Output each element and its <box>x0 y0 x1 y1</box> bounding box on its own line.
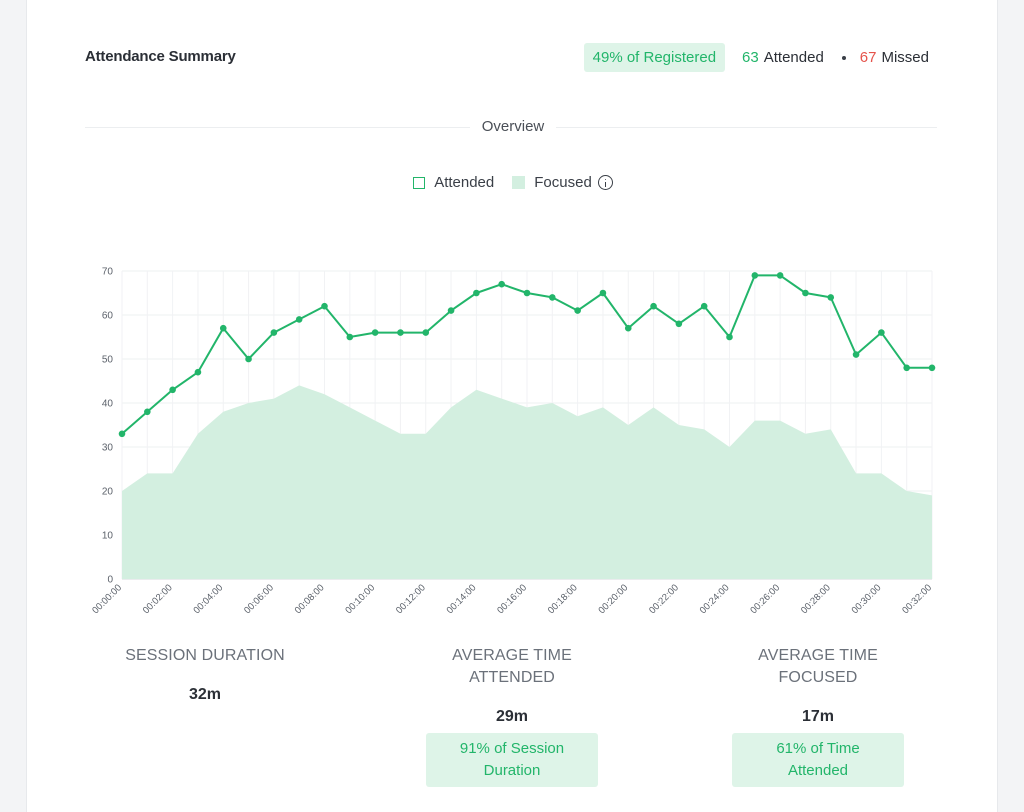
y-tick-label: 30 <box>102 443 114 454</box>
attended-point <box>245 355 252 363</box>
missed-label: Missed <box>881 49 929 66</box>
attended-point <box>928 364 936 372</box>
legend-attended-label[interactable]: Attended <box>434 174 495 191</box>
attended-point <box>878 329 885 336</box>
attended-point <box>903 364 910 372</box>
badge-line2: Attended <box>787 762 849 779</box>
x-tick-label: 00:10:00 <box>343 582 377 616</box>
attendance-header-stats: 49% of Registered 63 Attended 67 Missed <box>583 43 929 72</box>
average-time-attended-label-line1: Average Time <box>452 647 572 664</box>
session-duration-value: 32m <box>188 686 222 703</box>
x-axis-ticks: 00:00:00 00:02:00 00:04:00 00:06:00 00:08:00… <box>90 582 934 616</box>
overview-heading: Overview <box>27 118 999 135</box>
attended-point <box>295 316 303 323</box>
attended-point <box>549 294 556 301</box>
chart-legend: Attended Focused <box>27 174 999 191</box>
x-tick-label: 00:18:00 <box>546 582 580 616</box>
attended-point <box>270 329 278 336</box>
x-tick-label: 00:14:00 <box>445 582 479 616</box>
x-tick-label: 00:02:00 <box>141 582 175 616</box>
focused-area-series <box>122 385 932 579</box>
y-tick-label: 20 <box>102 487 114 498</box>
attended-point <box>194 368 202 376</box>
y-tick-label: 50 <box>102 355 114 366</box>
attended-point <box>802 289 809 297</box>
attended-point <box>776 272 784 279</box>
attended-point <box>397 329 404 336</box>
registered-percentage-badge: 49% of Registered <box>583 43 726 72</box>
attended-point <box>447 307 455 314</box>
x-tick-label: 00:20:00 <box>596 582 630 616</box>
attended-point <box>498 280 505 288</box>
attended-point <box>144 408 151 416</box>
card-title: Attendance Summary <box>85 48 236 65</box>
info-icon[interactable] <box>597 175 613 190</box>
attended-point <box>574 307 581 314</box>
attended-point <box>523 289 531 297</box>
x-tick-label: 00:06:00 <box>242 582 276 616</box>
attendance-chart: 0 10 20 30 40 50 60 70 00:00:00 00:02:00 00:04:00… <box>90 267 936 616</box>
attended-line-series <box>118 272 936 438</box>
session-duration-stat: Session Duration 32m <box>85 645 325 704</box>
attended-point <box>599 289 607 297</box>
x-tick-label: 00:24:00 <box>698 582 732 616</box>
x-tick-label: 00:12:00 <box>394 582 428 616</box>
attended-point <box>321 302 328 310</box>
x-tick-label: 00:04:00 <box>191 582 225 616</box>
session-duration-percentage-badge: 91% of Session Duration <box>426 733 598 787</box>
average-time-focused-label-line1: Average Time <box>758 647 878 664</box>
separator-dot <box>841 55 846 60</box>
average-time-attended-value: 29m <box>495 708 529 725</box>
badge-line2: Duration <box>483 762 541 779</box>
legend-focused-label[interactable]: Focused <box>534 174 592 191</box>
session-duration-label: Session Duration <box>125 647 285 664</box>
badge-line1: 91% of Session <box>459 740 565 757</box>
attended-label: Attended <box>763 49 824 66</box>
y-tick-label: 0 <box>107 575 113 586</box>
y-tick-label: 40 <box>102 399 114 410</box>
x-tick-label: 00:22:00 <box>647 582 681 616</box>
attended-point <box>169 386 176 394</box>
attended-point <box>700 302 708 310</box>
y-axis-ticks: 0 10 20 30 40 50 60 70 <box>102 267 114 586</box>
average-time-attended-stat: Average Time Attended 29m 91% of Session… <box>426 645 598 787</box>
attended-point <box>118 430 126 438</box>
attended-point <box>650 302 657 310</box>
attended-point <box>827 294 835 301</box>
average-time-focused-value: 17m <box>801 708 835 725</box>
missed-count: 67 <box>859 49 877 66</box>
legend-focused-swatch[interactable] <box>512 176 526 189</box>
attended-point <box>219 324 227 332</box>
x-tick-label: 00:08:00 <box>293 582 327 616</box>
x-tick-label: 00:30:00 <box>850 582 884 616</box>
attended-point <box>371 329 379 336</box>
attendance-summary-card: Attendance Summary 49% of Registered 63 … <box>26 0 998 812</box>
attended-point <box>422 329 430 336</box>
y-tick-label: 70 <box>102 267 114 278</box>
x-tick-label: 00:00:00 <box>90 582 124 616</box>
legend-attended-swatch[interactable] <box>413 176 426 189</box>
x-tick-label: 00:26:00 <box>748 582 782 616</box>
attended-count: 63 <box>742 49 759 66</box>
x-tick-label: 00:32:00 <box>900 582 934 616</box>
time-attended-percentage-badge: 61% of Time Attended <box>732 733 904 787</box>
badge-line1: 61% of Time <box>776 740 860 757</box>
x-tick-label: 00:16:00 <box>495 582 529 616</box>
attended-point <box>346 333 354 341</box>
attended-point <box>726 333 733 341</box>
y-tick-label: 60 <box>102 311 114 322</box>
y-tick-label: 10 <box>102 531 114 542</box>
average-time-focused-stat: Average Time Focused 17m 61% of Time Att… <box>732 645 904 787</box>
x-tick-label: 00:28:00 <box>799 582 833 616</box>
attended-point <box>675 320 683 328</box>
attended-point <box>852 351 860 358</box>
focused-area <box>122 385 932 579</box>
overview-label: Overview <box>469 118 557 135</box>
attended-point <box>624 324 632 332</box>
average-time-attended-label-line2: Attended <box>469 669 555 686</box>
attended-point <box>473 289 480 297</box>
average-time-focused-label-line2: Focused <box>778 669 858 686</box>
attended-point <box>751 272 759 279</box>
